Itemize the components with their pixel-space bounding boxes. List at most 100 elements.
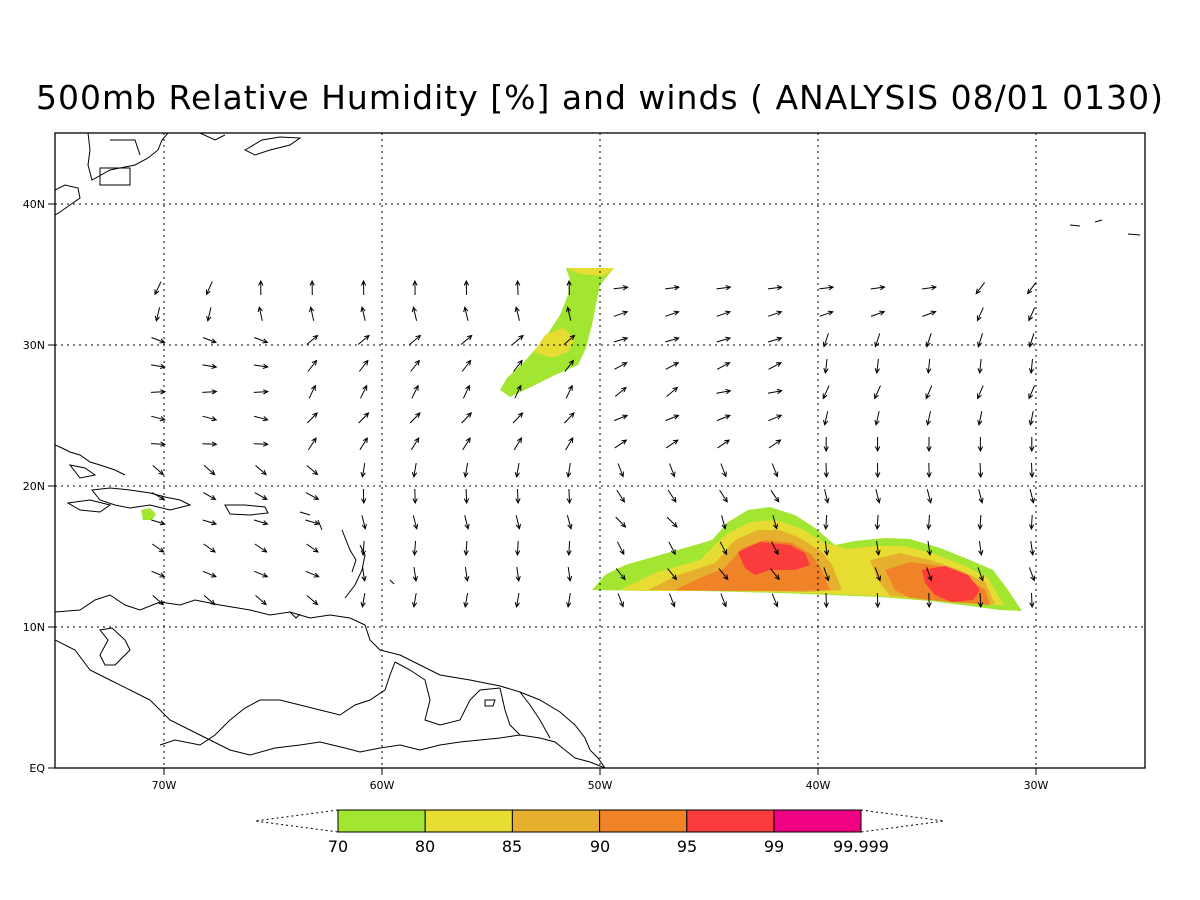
- colorbar-swatch: [337, 809, 426, 833]
- wind-arrow: [768, 362, 783, 370]
- coastline: [317, 519, 323, 531]
- wind-arrow: [767, 285, 783, 291]
- wind-arrow: [463, 488, 470, 505]
- wind-arrow: [977, 333, 983, 348]
- wind-arrow: [411, 306, 418, 321]
- wind-arrow: [151, 519, 166, 526]
- wind-arrow: [720, 463, 727, 478]
- wind-arrow: [358, 412, 370, 424]
- wind-arrow: [667, 568, 678, 581]
- wind-arrow: [513, 437, 523, 451]
- lat-tick-label: 20N: [23, 480, 45, 493]
- wind-arrow: [767, 388, 783, 395]
- wind-arrow: [977, 567, 984, 582]
- wind-arrow: [977, 437, 984, 453]
- wind-arrow: [874, 567, 881, 582]
- wind-arrow: [255, 595, 267, 606]
- wind-arrow: [926, 489, 933, 504]
- wind-arrow: [1028, 333, 1035, 348]
- humidity-shading: [141, 268, 1022, 611]
- wind-arrow: [716, 336, 732, 343]
- wind-arrow: [514, 384, 522, 399]
- colorbar-label: 95: [677, 837, 697, 856]
- wind-arrow: [202, 389, 218, 395]
- lat-tick-label: 30N: [23, 339, 45, 352]
- coastline: [55, 594, 606, 768]
- wind-arrow: [719, 541, 728, 556]
- wind-arrow: [253, 389, 269, 395]
- wind-arrow: [512, 334, 524, 345]
- wind-arrow: [976, 307, 984, 322]
- wind-arrow: [822, 333, 829, 348]
- wind-arrow: [512, 412, 524, 424]
- wind-arrow: [1029, 541, 1035, 557]
- lon-tick-label: 30W: [1024, 779, 1049, 792]
- wind-arrow: [874, 333, 881, 348]
- wind-arrow: [716, 362, 731, 370]
- wind-arrow: [361, 515, 367, 530]
- lon-tick-label: 60W: [370, 779, 395, 792]
- humidity-region-70: [141, 508, 156, 520]
- wind-arrow: [666, 386, 679, 397]
- wind-arrow: [202, 415, 218, 422]
- coastline: [389, 579, 395, 585]
- wind-arrow: [305, 492, 320, 500]
- wind-arrow: [151, 415, 166, 422]
- wind-arrow: [361, 567, 367, 583]
- wind-arrow: [462, 384, 470, 399]
- colorbar-label: 70: [328, 837, 348, 856]
- wind-arrow: [515, 515, 521, 530]
- wind-arrow: [925, 333, 932, 348]
- wind-arrow: [976, 385, 984, 400]
- wind-arrow: [306, 595, 319, 606]
- wind-arrow: [870, 285, 886, 291]
- wind-arrow: [617, 593, 624, 608]
- wind-arrow: [823, 411, 829, 426]
- humidity-region-80: [566, 268, 614, 276]
- wind-arrow: [565, 437, 574, 451]
- wind-arrow: [875, 489, 881, 504]
- wind-arrow: [823, 514, 829, 531]
- wind-arrow: [1028, 385, 1036, 400]
- wind-arrow: [716, 388, 732, 395]
- wind-arrow: [771, 463, 779, 478]
- coastline: [55, 639, 606, 768]
- wind-arrow: [150, 441, 167, 447]
- wind-arrow: [819, 285, 835, 291]
- wind-arrow: [665, 439, 679, 449]
- wind-arrow: [614, 439, 628, 449]
- lon-tick-label: 50W: [588, 779, 613, 792]
- colorbar-label: 80: [415, 837, 435, 856]
- wind-arrow: [306, 412, 318, 424]
- wind-arrow: [720, 593, 727, 608]
- wind-arrow: [926, 592, 932, 609]
- wind-arrow: [464, 567, 470, 583]
- wind-arrow: [922, 285, 938, 291]
- wind-arrow: [1029, 514, 1035, 531]
- wind-arrow: [254, 570, 269, 578]
- wind-arrow: [254, 337, 269, 344]
- wind-arrow: [925, 385, 933, 400]
- wind-arrow: [874, 437, 881, 453]
- wind-arrow: [564, 359, 575, 372]
- wind-arrow: [154, 307, 161, 322]
- coastline: [110, 139, 141, 156]
- coastline: [341, 529, 357, 573]
- wind-arrow: [253, 415, 269, 422]
- wind-arrow: [665, 336, 680, 343]
- wind-arrow: [566, 540, 572, 557]
- wind-arrow: [255, 465, 267, 476]
- wind-arrow: [308, 384, 316, 399]
- wind-arrow: [515, 540, 521, 557]
- wind-arrow: [463, 306, 469, 321]
- wind-arrow: [253, 363, 269, 369]
- coastline: [55, 444, 126, 476]
- wind-arrow: [1028, 307, 1036, 322]
- wind-arrow: [515, 279, 521, 296]
- lat-tick-label: 10N: [23, 621, 45, 634]
- wind-arrow: [566, 463, 572, 479]
- wind-arrow: [667, 489, 677, 503]
- wind-arrow: [823, 358, 829, 375]
- wind-arrow: [463, 279, 469, 296]
- wind-arrow: [307, 437, 317, 451]
